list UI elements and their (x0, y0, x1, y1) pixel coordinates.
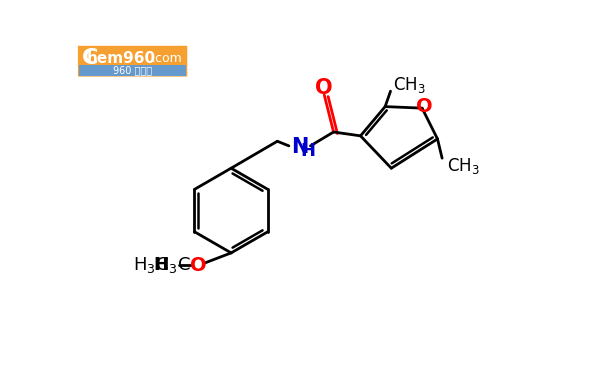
Text: H: H (153, 256, 168, 274)
Text: O: O (315, 78, 333, 98)
Text: O: O (416, 97, 433, 116)
Text: O: O (191, 256, 207, 275)
Text: $\mathregular{CH_3}$: $\mathregular{CH_3}$ (446, 156, 480, 176)
Text: hem960: hem960 (87, 51, 155, 66)
Text: N: N (291, 137, 309, 158)
Text: $\mathregular{H_3C}$: $\mathregular{H_3C}$ (155, 255, 191, 275)
Text: $\mathregular{H_3C}$: $\mathregular{H_3C}$ (133, 255, 169, 275)
Bar (79, 65, 186, 76)
Text: .com: .com (152, 52, 183, 64)
Text: 960 化工网: 960 化工网 (113, 65, 152, 75)
Text: $\mathregular{CH_3}$: $\mathregular{CH_3}$ (393, 75, 425, 95)
Text: H: H (301, 142, 315, 160)
Text: C: C (82, 48, 98, 68)
FancyBboxPatch shape (78, 46, 188, 76)
